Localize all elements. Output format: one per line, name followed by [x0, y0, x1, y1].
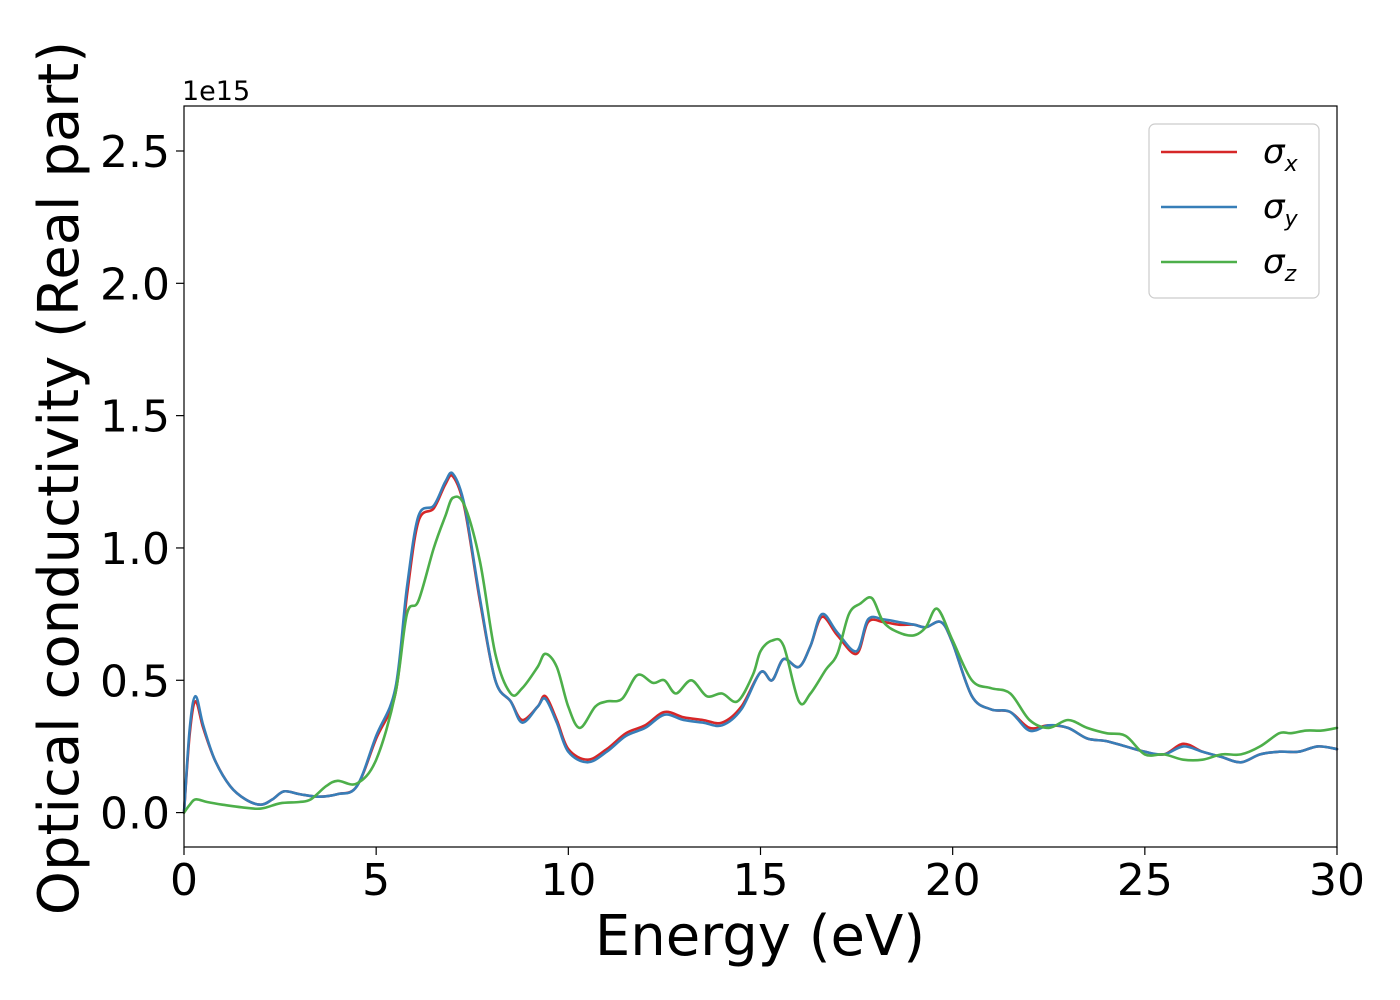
y-offset-label: 1e15	[182, 76, 250, 107]
x-tick-label: 0	[170, 855, 198, 906]
x-axis-title: Energy (eV)	[595, 904, 925, 969]
x-tick-label: 5	[362, 855, 390, 906]
y-tick-label: 0.5	[100, 656, 170, 707]
y-axis: 0.0 0.5 1.0 1.5 2.0 2.5	[100, 127, 184, 840]
y-tick-label: 0.0	[100, 789, 170, 840]
x-tick-label: 30	[1309, 855, 1365, 906]
legend-frame	[1148, 123, 1320, 299]
x-axis: 0 5 10 15 20 25 30	[170, 847, 1365, 906]
y-tick-label: 1.0	[100, 524, 170, 575]
series-layer	[182, 471, 1339, 814]
y-tick-label: 1.5	[100, 392, 170, 443]
series-line-sigma-y	[182, 471, 1339, 814]
x-tick-label: 15	[733, 855, 789, 906]
x-tick-label: 20	[925, 855, 981, 906]
y-tick-label: 2.0	[100, 259, 170, 310]
series-line-sigma-z	[182, 495, 1339, 814]
x-tick-label: 10	[540, 855, 596, 906]
x-tick-label: 25	[1117, 855, 1173, 906]
y-tick-label: 2.5	[100, 127, 170, 178]
y-axis-title: Optical conductivity (Real part)	[27, 41, 92, 915]
